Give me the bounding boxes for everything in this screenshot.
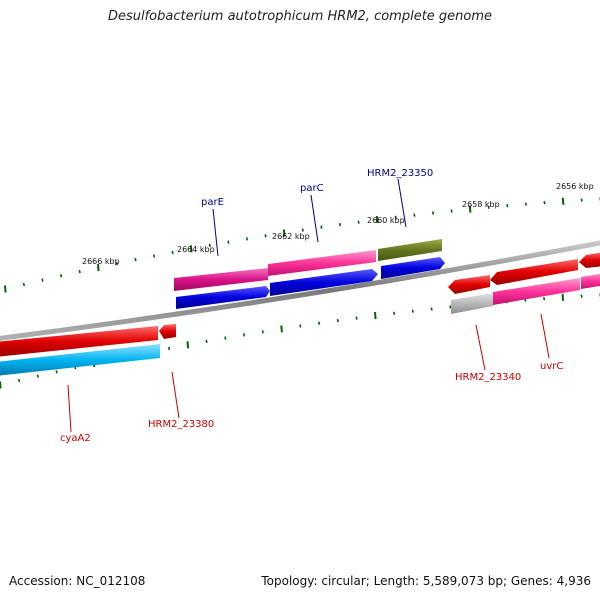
outer-minor-tick <box>41 278 44 282</box>
leader-uvrC <box>540 313 550 359</box>
inner-minor-tick <box>355 316 358 320</box>
scale-label-2664: 2664 kbp <box>177 245 215 254</box>
scale-label-2666: 2666 kbp <box>82 257 120 266</box>
inner-minor-tick <box>36 374 39 378</box>
gene-gray[interactable] <box>451 293 493 314</box>
gene-parE[interactable] <box>174 268 268 291</box>
gene-HRM2_23380[interactable] <box>159 324 176 339</box>
gene-cyaA2-red[interactable] <box>0 326 158 357</box>
inner-minor-tick <box>393 311 396 315</box>
outer-minor-tick <box>580 198 583 202</box>
outer-minor-tick <box>22 282 25 287</box>
outer-major-tick <box>97 264 100 272</box>
gene-label-cyaA2[interactable]: cyaA2 <box>60 433 91 444</box>
gene-blue-3[interactable] <box>381 257 445 279</box>
outer-minor-tick <box>524 202 527 206</box>
outer-minor-tick <box>431 211 435 215</box>
accession-text: Accession: NC_012108 <box>9 574 146 588</box>
inner-major-tick <box>374 312 377 320</box>
inner-minor-tick <box>168 346 171 351</box>
inner-minor-tick <box>299 324 302 328</box>
gene-label-parE[interactable]: parE <box>201 197 224 208</box>
inner-minor-tick <box>205 339 208 344</box>
gene-pink-right-2[interactable] <box>581 273 600 289</box>
outer-minor-tick <box>543 201 546 205</box>
outer-major-tick <box>561 197 565 205</box>
inner-minor-tick <box>580 294 583 298</box>
outer-minor-tick <box>153 254 156 258</box>
inner-major-tick <box>186 341 190 349</box>
outer-major-tick <box>468 205 472 213</box>
outer-minor-tick <box>78 269 81 274</box>
scale-label-2660: 2660 kbp <box>367 216 405 225</box>
outer-minor-tick <box>208 243 211 248</box>
gene-HRM2_23340[interactable] <box>448 275 490 294</box>
inner-minor-tick <box>55 370 58 374</box>
outer-minor-tick <box>338 222 342 227</box>
genome-summary-text: Topology: circular; Length: 5,589,073 bp… <box>261 574 591 588</box>
gene-red-edge[interactable] <box>579 252 600 268</box>
outer-minor-tick <box>60 274 63 278</box>
outer-minor-tick <box>413 213 416 217</box>
leader-parE <box>212 208 219 257</box>
scale-label-2662: 2662 kbp <box>272 232 310 241</box>
leader-parC <box>310 194 319 243</box>
scale-label-2658: 2658 kbp <box>462 200 500 209</box>
outer-tick-ring <box>4 197 600 293</box>
inner-minor-tick <box>430 307 433 311</box>
inner-minor-tick <box>243 333 246 337</box>
outer-major-tick <box>189 245 193 253</box>
inner-minor-tick <box>18 378 21 383</box>
inner-minor-tick <box>449 305 452 309</box>
outer-minor-tick <box>357 220 360 224</box>
inner-minor-tick <box>411 309 414 313</box>
outer-minor-tick <box>487 205 490 209</box>
outer-minor-tick <box>506 204 509 208</box>
outer-major-tick <box>4 285 7 293</box>
gene-label-parC[interactable]: parC <box>300 183 324 194</box>
map-title: Desulfobacterium autotrophicum HRM2, com… <box>107 9 493 24</box>
inner-major-tick <box>561 293 565 301</box>
leader-cyaA2 <box>67 384 72 433</box>
inner-minor-tick <box>224 336 227 340</box>
leader-HRM2_23380 <box>171 371 180 419</box>
gene-HRM2_23350[interactable] <box>378 239 442 261</box>
scale-label-2656: 2656 kbp <box>556 182 594 191</box>
leader-HRM2_23350 <box>397 178 407 228</box>
inner-minor-tick <box>261 330 264 334</box>
outer-minor-tick <box>264 234 267 238</box>
gene-pink-right-1[interactable] <box>493 278 580 305</box>
inner-major-tick <box>0 381 2 389</box>
outer-minor-tick <box>171 250 174 255</box>
outer-minor-tick <box>320 225 323 229</box>
outer-minor-tick <box>450 209 453 213</box>
gene-uvrC[interactable] <box>490 259 578 285</box>
inner-minor-tick <box>543 297 546 301</box>
outer-minor-tick <box>394 215 397 219</box>
outer-minor-tick <box>134 258 137 262</box>
outer-major-tick <box>282 229 286 237</box>
outer-major-tick <box>375 216 379 224</box>
inner-minor-tick <box>336 318 339 323</box>
outer-minor-tick <box>245 237 249 241</box>
inner-major-tick <box>280 325 283 333</box>
gene-blue-1[interactable] <box>176 286 270 309</box>
gene-label-HRM2_23340[interactable]: HRM2_23340 <box>455 372 521 383</box>
gene-blue-2[interactable] <box>270 269 378 296</box>
gene-label-uvrC[interactable]: uvrC <box>540 361 563 372</box>
gene-label-HRM2_23380[interactable]: HRM2_23380 <box>148 419 214 430</box>
gene-parC[interactable] <box>268 250 376 276</box>
inner-minor-tick <box>318 321 321 325</box>
genome-backbone <box>0 240 600 341</box>
gene-cyaA2[interactable] <box>0 344 160 376</box>
outer-minor-tick <box>115 261 118 266</box>
outer-minor-tick <box>301 228 304 232</box>
outer-minor-tick <box>227 240 230 244</box>
leader-HRM2_23340 <box>475 324 486 371</box>
gene-label-HRM2_23350[interactable]: HRM2_23350 <box>367 168 433 179</box>
